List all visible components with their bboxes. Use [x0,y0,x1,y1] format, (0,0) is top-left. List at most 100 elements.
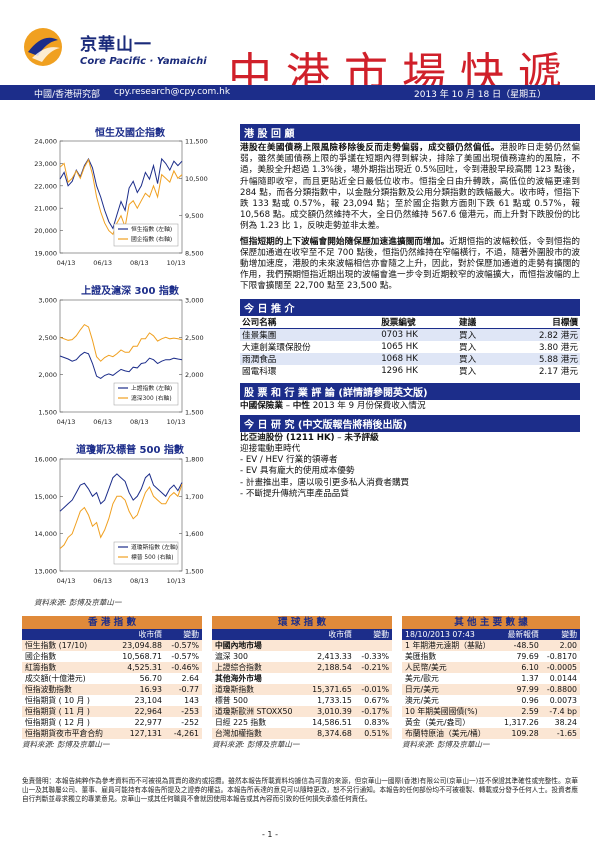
row-label: 上證綜合指數 [212,662,305,673]
table-row: 道瓊斯指數 15,371.65 -0.01% [212,684,392,695]
legend-box [113,382,179,406]
col-close: 收市價 [304,629,355,640]
table-row: 日經 225 指數 14,586.51 0.83% [212,717,392,728]
y-right-tick-label: 3,000 [185,297,204,305]
market-review-lead-2: 恒指短期的上下波幅會開始隨保歷加速進擴闊而增加。 [240,236,450,247]
global-index-panel: 環 球 指 數 收市價 變動 中國內地市場 滬深 300 2,413.33 -0.33… [212,616,392,750]
row-label: 中國內地市場 [212,640,305,651]
target-price: 2.82 港元 [497,328,580,341]
rating: 買入 [457,364,498,377]
y-left-tick-label: 2,000 [38,371,57,379]
chart-title-sse: 上證及滬深 300 指數 [81,286,179,297]
table-row[interactable]: 國電科環 1296 HK 買入 2.17 港元 [240,364,580,377]
col-date: 18/10/2013 07:43 [402,629,499,640]
legend-label: 國企指數 (右軸) [131,235,172,243]
market-review-header: 港 股 回 顧 [240,124,580,141]
plot-frame [59,458,183,572]
rating: 買入 [457,352,498,365]
y-right-tick-label: 2,000 [185,371,204,379]
other-data-panel: 其 他 主 要 數 據 18/10/2013 07:43 最新報價 變動 1 年… [402,616,580,750]
other-data-header-row: 18/10/2013 07:43 最新報價 變動 [402,629,580,640]
x-tick-label: 08/13 [130,259,149,267]
table-row: 黃金（美元/盎司） 1,317.26 38.24 [402,717,580,728]
row-change: -0.77 [164,684,202,695]
row-value: 2,413.33 [317,652,352,661]
row-label: 布蘭特原油（美元/桶） [402,728,499,739]
row-value: 0.96 [521,696,539,705]
header-bar [0,85,595,100]
col-rating: 建議 [457,315,498,329]
row-label: 滬深 300 [215,652,248,661]
hk-index-panel: 香 港 指 數 收市價 變動 恒生指數 (17/10) 23,094.88 -0.5… [22,616,202,750]
table-row: 1 年期港元遠期（基點） -48.50 2.00 [402,640,580,651]
col-target: 目標價 [497,315,580,329]
industry-line: 中國保險業 – 中性 2013 年 9 月份保費收入情況 [240,400,426,411]
table-row: 布蘭特原油（美元/桶） 109.28 -1.65 [402,728,580,739]
row-value: -48.50 [498,640,542,651]
row-value: 23,104 [134,696,162,705]
y-left-tick-label: 19,000 [34,250,57,258]
table-row: 滬深 300 2,413.33 -0.33% [212,651,392,662]
contact-email[interactable]: cpy.research@cpy.com.hk [114,87,231,97]
market-review-body-1: 港股昨日走勢仍然偏弱，雖然美國債務上限的爭議在短期內得到解決，排除了美國出現債務… [240,143,580,232]
legend-label: 道瓊斯指數 (左軸) [131,543,178,551]
row-label: 國企指數 [25,652,57,661]
market-review-paragraph-2: 恒指短期的上下波幅會開始隨保歷加速進擴闊而增加。近期恒指的波幅較低，令到恒指的保… [240,237,580,293]
row-label: 10 年期美國國債(%) [402,706,499,717]
chart-dji-sp500: 13,000 14,000 15,000 16,000 1,500 1,600 1,700 1… [34,456,203,586]
row-label: 日經 225 指數 [215,718,267,727]
research-bullet: - EV / HEV 行業的領導者 [240,455,338,466]
table-row[interactable]: 雨潤食品 1068 HK 買入 5.88 港元 [240,352,580,365]
row-change: -0.8170 [546,652,577,661]
table-source: 資料來源: 彭博及京華山一 [22,740,110,749]
row-change: -0.46% [164,662,202,673]
market-review-paragraph-1: 港股在美國債務上限風險移除後反而走勢偏弱，成交額仍然偏低。港股昨日走勢仍然偏弱，… [240,143,580,233]
table-row: 台灣加權指數 8,374.68 0.51% [212,728,392,739]
rating: 買入 [457,340,498,353]
row-value: 8,374.68 [304,728,355,739]
industry-company: 中國保險業 [240,400,283,411]
bullet-text: EV 具有龐大的使用成本優勢 [245,466,355,477]
stock-code: 1068 HK [379,352,458,365]
x-tick-label: 06/13 [93,577,112,585]
y-left-tick-label: 22,000 [34,182,57,190]
y-left-tick-label: 14,000 [34,530,57,538]
row-value: 23,094.88 [114,640,165,651]
research-company: 比亞迪股份 (1211 HK) [240,432,335,443]
company-name: 大連創業環保股份 [240,340,380,353]
research-line: 比亞迪股份 (1211 HK) – 未予評級 [240,432,379,443]
hk-index-title: 香 港 指 數 [22,616,202,629]
series-line-0 [59,157,183,230]
row-label: 恒指波動指數 [22,684,115,695]
industry-rating: 中性 [292,400,310,411]
y-left-tick-label: 13,000 [34,568,57,576]
blank-header [22,629,115,640]
table-row: 澳元/美元 0.96 0.0073 [402,695,580,706]
table-row: 恒指期貨夜市平倉合約 127,131 -4,261 [22,728,202,739]
table-row[interactable]: 佳景集團 0703 HK 買入 2.82 港元 [240,328,580,341]
row-value: 14,586.51 [312,718,352,727]
row-change: -0.21% [354,662,392,673]
y-right-tick-label: 1,500 [185,409,204,417]
legend-label: 恒生指數 (左軸) [131,225,172,233]
y-right-tick-label: 11,500 [185,138,208,146]
table-row: 標普 500 1,733.15 0.67% [212,695,392,706]
row-value: 10,568.71 [122,652,162,661]
row-change: -0.0005 [541,662,580,673]
recommendations-header: 今 日 推 介 [240,298,580,316]
row-label: 日元/美元 [402,684,499,695]
col-change: 變動 [354,629,392,640]
table-row[interactable]: 大連創業環保股份 1065 HK 買入 3.80 港元 [240,340,580,353]
row-change: 38.24 [554,718,577,727]
row-label: 恒指期貨 ( 11 月 ) [22,706,115,717]
company-name: 佳景集團 [240,328,380,341]
recommendations-header-row: 公司名稱 股票編號 建議 目標價 [240,315,580,329]
series-line-1 [59,323,183,362]
row-value: 2.59 [498,706,542,717]
row-label: 其他海外市場 [215,674,262,683]
row-value: 1.37 [521,674,539,683]
row-value: 109.28 [498,728,542,739]
col-change: 變動 [164,629,202,640]
series-line-1 [59,483,183,549]
y-left-tick-label: 20,000 [34,227,57,235]
